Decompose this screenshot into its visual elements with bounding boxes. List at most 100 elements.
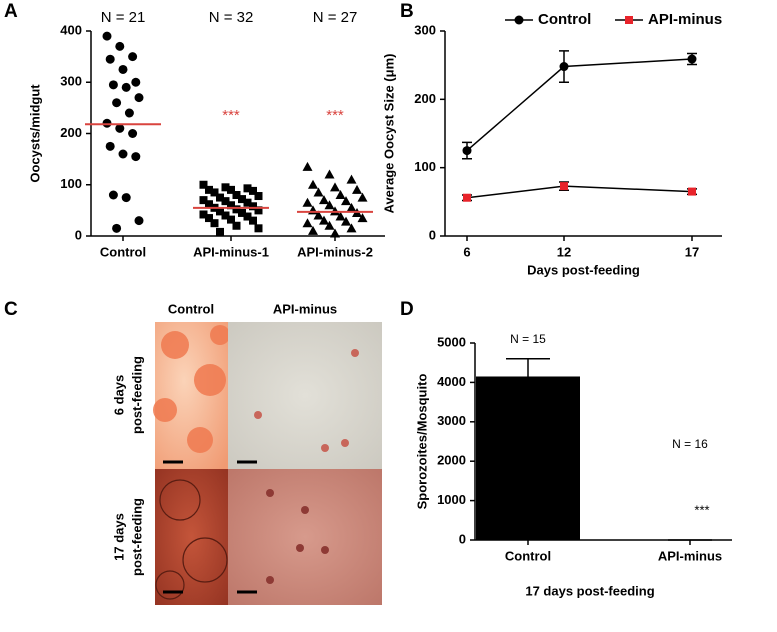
marker [249, 202, 257, 211]
marker [249, 216, 257, 225]
marker [221, 197, 230, 206]
marker [205, 200, 213, 209]
n-label: N = 27 [313, 9, 358, 26]
marker [302, 197, 313, 207]
marker [232, 205, 241, 214]
micrograph [228, 469, 382, 605]
x-tick-label: 12 [557, 244, 571, 259]
marker [124, 108, 134, 118]
y-tick-label: 2000 [437, 453, 466, 468]
marker [462, 146, 472, 156]
marker [330, 182, 340, 192]
marker [112, 223, 122, 233]
n-label: N = 16 [672, 437, 708, 451]
marker [216, 207, 224, 216]
marker [254, 206, 263, 215]
marker [221, 183, 230, 192]
n-label: N = 21 [101, 9, 146, 26]
marker [346, 223, 357, 233]
x-tick-label: API-minus-1 [193, 244, 269, 259]
micrograph [155, 469, 228, 605]
series-line [466, 185, 693, 199]
y-tick-label: 0 [459, 531, 466, 546]
x-tick-label: Control [505, 548, 551, 563]
row-heading: 6 days [111, 375, 126, 415]
marker [319, 215, 329, 225]
marker [254, 224, 263, 233]
marker [105, 141, 115, 151]
marker [199, 210, 208, 219]
x-tick-label: Control [100, 244, 146, 259]
y-tick-label: 100 [414, 159, 436, 174]
marker [352, 184, 362, 194]
marker [302, 218, 313, 228]
marker [308, 205, 318, 215]
y-tick-label: 300 [60, 74, 82, 89]
marker [688, 187, 696, 196]
marker [243, 212, 252, 221]
panel-label: B [400, 1, 414, 22]
marker [324, 220, 335, 230]
marker [102, 31, 112, 41]
significance: *** [222, 107, 240, 124]
marker [128, 52, 138, 62]
marker [105, 54, 115, 64]
marker [227, 215, 235, 224]
marker [115, 123, 125, 133]
y-axis-label: Average Oocyst Size (μm) [381, 54, 396, 214]
marker [319, 195, 329, 205]
marker [221, 211, 230, 220]
marker [227, 201, 235, 210]
marker [559, 62, 569, 72]
marker [238, 195, 246, 204]
marker [341, 216, 351, 226]
legend-label: Control [538, 11, 591, 28]
legend-label: API-minus [648, 11, 722, 28]
marker [560, 182, 568, 191]
n-label: N = 32 [209, 9, 254, 26]
marker [625, 16, 633, 24]
panel-label: C [4, 299, 18, 320]
micrograph [228, 322, 382, 469]
marker [238, 208, 246, 217]
marker [199, 180, 208, 189]
marker [346, 174, 357, 184]
y-tick-label: 1000 [437, 492, 466, 507]
marker [330, 228, 340, 238]
significance: *** [694, 502, 709, 517]
marker [134, 93, 144, 103]
marker [102, 118, 112, 128]
marker [199, 196, 208, 205]
column-heading: API-minus [273, 301, 337, 316]
marker [205, 185, 213, 194]
marker [131, 77, 141, 87]
marker [514, 15, 524, 25]
marker [313, 187, 324, 197]
x-tick-label: API-minus [658, 548, 722, 563]
series-line [466, 58, 693, 152]
marker [118, 64, 128, 74]
marker [112, 98, 122, 108]
marker [308, 225, 318, 235]
marker [687, 54, 697, 64]
significance: *** [326, 107, 344, 124]
row-heading: 17 days [111, 513, 126, 561]
marker [302, 161, 313, 171]
x-tick-label: API-minus-2 [297, 244, 373, 259]
marker [210, 219, 219, 228]
n-label: N = 15 [510, 332, 546, 346]
marker [324, 200, 335, 210]
y-tick-label: 0 [429, 227, 436, 242]
row-heading: post-feeding [129, 498, 144, 576]
y-axis-label: Sporozoites/Mosquito [414, 374, 429, 510]
marker [128, 129, 138, 138]
y-tick-label: 400 [60, 22, 82, 37]
marker [115, 41, 125, 51]
error-bar [506, 358, 550, 377]
x-axis-label: Days post-feeding [527, 262, 640, 277]
marker [243, 198, 252, 207]
marker [108, 190, 118, 200]
marker [330, 206, 340, 216]
y-tick-label: 200 [414, 91, 436, 106]
y-tick-label: 100 [60, 176, 82, 191]
